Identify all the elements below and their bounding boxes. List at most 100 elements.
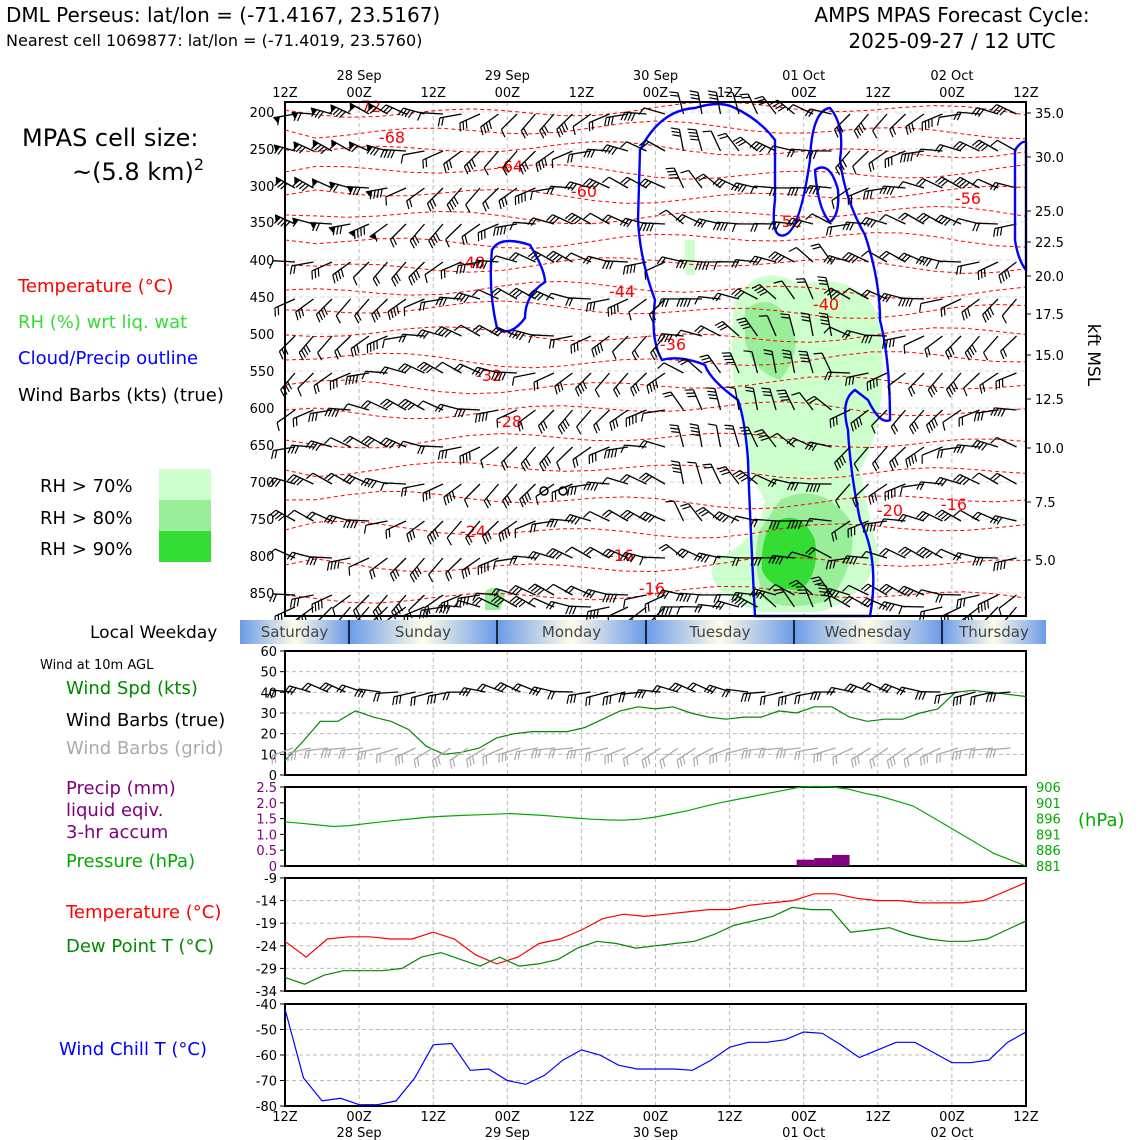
- wind-barb: [324, 472, 351, 485]
- barb-staff: [643, 440, 666, 448]
- wind-barb: [823, 326, 851, 337]
- barb-feather: [814, 582, 824, 586]
- barb-feather: [334, 272, 339, 282]
- surface-grid-wind-barb: [659, 747, 679, 770]
- barb-staff: [354, 298, 370, 317]
- barb-staff: [700, 325, 721, 337]
- barb-feather: [327, 515, 334, 524]
- barb-staff: [673, 167, 685, 189]
- barb-staff: [921, 446, 943, 456]
- wind-barb: [570, 335, 592, 354]
- wind-barb: [342, 403, 370, 412]
- barb-feather: [609, 422, 613, 431]
- barb-feather: [539, 463, 545, 472]
- wind-barb: [670, 460, 685, 485]
- barb-feather: [545, 292, 552, 301]
- barb-feather: [703, 466, 713, 469]
- barb-feather: [303, 347, 309, 356]
- barb-feather: [515, 291, 523, 298]
- wind-barb: [787, 187, 814, 196]
- temperature-contour: [284, 556, 1027, 573]
- barb-staff: [421, 298, 444, 304]
- temperature-contour: [284, 280, 1027, 300]
- barb-staff: [641, 747, 661, 761]
- wind-barb: [315, 298, 333, 323]
- barb-staff: [954, 691, 976, 699]
- barb-feather: [389, 239, 395, 248]
- barb-feather: [468, 757, 472, 766]
- barb-feather: [889, 461, 894, 471]
- barb-staff: [976, 409, 999, 414]
- wind-barb: [619, 551, 647, 563]
- barb-feather: [644, 181, 652, 189]
- surface-grid-wind-barb: [604, 747, 626, 765]
- barb-staff: [677, 425, 685, 448]
- barb-feather: [443, 269, 446, 278]
- barb-staff: [978, 139, 999, 152]
- barb-staff: [607, 606, 629, 617]
- wind-barb: [694, 296, 721, 305]
- barb-feather: [383, 149, 389, 158]
- barb-feather: [919, 512, 927, 520]
- barb-feather: [805, 483, 811, 493]
- barb-feather: [831, 533, 835, 542]
- barb-feather: [296, 597, 300, 607]
- wind-barb: [952, 552, 980, 561]
- barb-staff: [871, 409, 888, 427]
- barb-staff: [902, 513, 925, 522]
- barb-staff: [278, 335, 296, 352]
- kft-tick-label: 5.0: [1035, 554, 1056, 569]
- barb-feather: [355, 607, 361, 617]
- wind-barb: [687, 461, 703, 485]
- barb-feather: [744, 693, 748, 702]
- barb-feather: [851, 256, 859, 264]
- barb-staff: [612, 335, 629, 353]
- barb-feather: [502, 167, 508, 176]
- temperature-contour: [284, 520, 1027, 539]
- barb-feather: [338, 750, 342, 759]
- barb-feather: [511, 683, 519, 691]
- barb-feather: [908, 457, 912, 466]
- barb-feather: [498, 533, 502, 542]
- temperature-contour: [284, 257, 1027, 274]
- barb-feather: [756, 431, 765, 436]
- barb-feather: [540, 422, 546, 432]
- barb-feather: [586, 482, 592, 491]
- barb-feather: [911, 122, 915, 131]
- wind-barb: [403, 298, 425, 317]
- pressure-level-tick: 850: [250, 587, 275, 602]
- barb-staff: [814, 747, 836, 756]
- barb-feather: [963, 387, 968, 397]
- wind-barb: [630, 372, 647, 397]
- barb-feather: [635, 383, 640, 392]
- dewpoint-line: [284, 906, 1027, 985]
- weekday-strip: Saturday Sunday Monday Tuesday Wednesday Thur…: [240, 620, 1046, 644]
- barb-feather: [500, 129, 506, 138]
- barb-feather: [762, 390, 771, 393]
- barb-feather: [308, 441, 315, 450]
- barb-feather: [472, 592, 478, 602]
- barb-feather: [998, 379, 1001, 389]
- top-hour-tick-label: 12Z: [865, 86, 891, 101]
- barb-staff: [391, 261, 407, 280]
- barb-feather: [768, 251, 776, 258]
- pressure-tick-label: 891: [1036, 828, 1061, 843]
- barb-feather: [777, 392, 787, 395]
- top-hour-tick-label: 12Z: [717, 86, 743, 101]
- barb-feather: [832, 417, 835, 427]
- barb-feather: [314, 602, 317, 612]
- wind-barb: [517, 409, 536, 432]
- barb-feather: [691, 433, 701, 437]
- barb-feather: [512, 597, 520, 604]
- barb-staff: [498, 187, 518, 202]
- wind-barb: [625, 409, 647, 427]
- wind-barb: [717, 132, 740, 152]
- barb-staff: [688, 170, 703, 189]
- barb-feather: [953, 141, 961, 148]
- barb-staff: [626, 176, 647, 189]
- barb-feather: [847, 684, 854, 693]
- barb-feather: [827, 372, 833, 381]
- barb-feather: [420, 445, 426, 455]
- wind-barb: [289, 594, 314, 608]
- barb-feather: [573, 486, 577, 495]
